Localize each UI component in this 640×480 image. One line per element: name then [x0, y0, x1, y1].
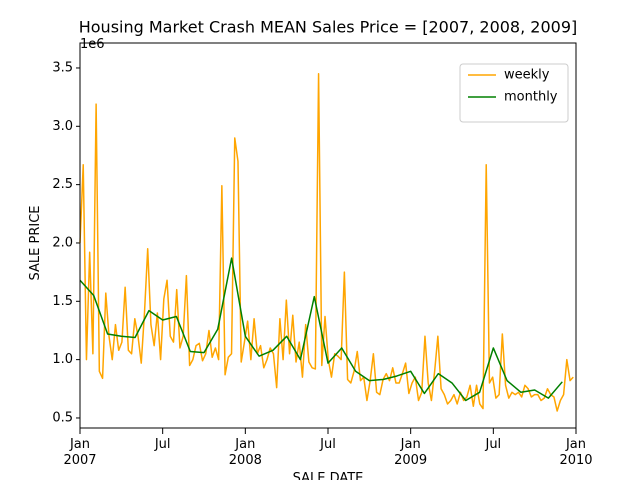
series-line [79, 257, 563, 402]
x-tick-label: Jan 2007 [63, 437, 96, 468]
y-tick-label: 2.5 [52, 177, 73, 192]
y-axis-label: SALE PRICE [28, 206, 43, 281]
legend-label: weekly [504, 68, 550, 83]
x-tick-label: Jul [319, 437, 336, 452]
x-tick-label: Jan 2008 [229, 437, 262, 468]
series-line [79, 73, 574, 412]
legend-box [459, 63, 569, 123]
y-tick-label: 2.0 [52, 235, 73, 250]
y-tick-label: 3.5 [52, 60, 73, 75]
legend-label: monthly [504, 90, 558, 105]
x-axis-label: SALE DATE [293, 471, 364, 480]
x-tick-label: Jan 2010 [559, 437, 592, 468]
y-tick-label: 1.0 [52, 352, 73, 367]
x-tick-label: Jan 2009 [394, 437, 427, 468]
y-tick-label: 0.5 [52, 410, 73, 425]
axes-frame [79, 42, 577, 429]
x-tick-label: Jul [484, 437, 501, 452]
x-tick-label: Jul [154, 437, 171, 452]
y-offset-label: 1e6 [80, 37, 105, 52]
y-tick-label: 1.5 [52, 294, 73, 309]
chart-title: Housing Market Crash MEAN Sales Price = … [79, 18, 578, 37]
y-tick-label: 3.0 [52, 119, 73, 134]
